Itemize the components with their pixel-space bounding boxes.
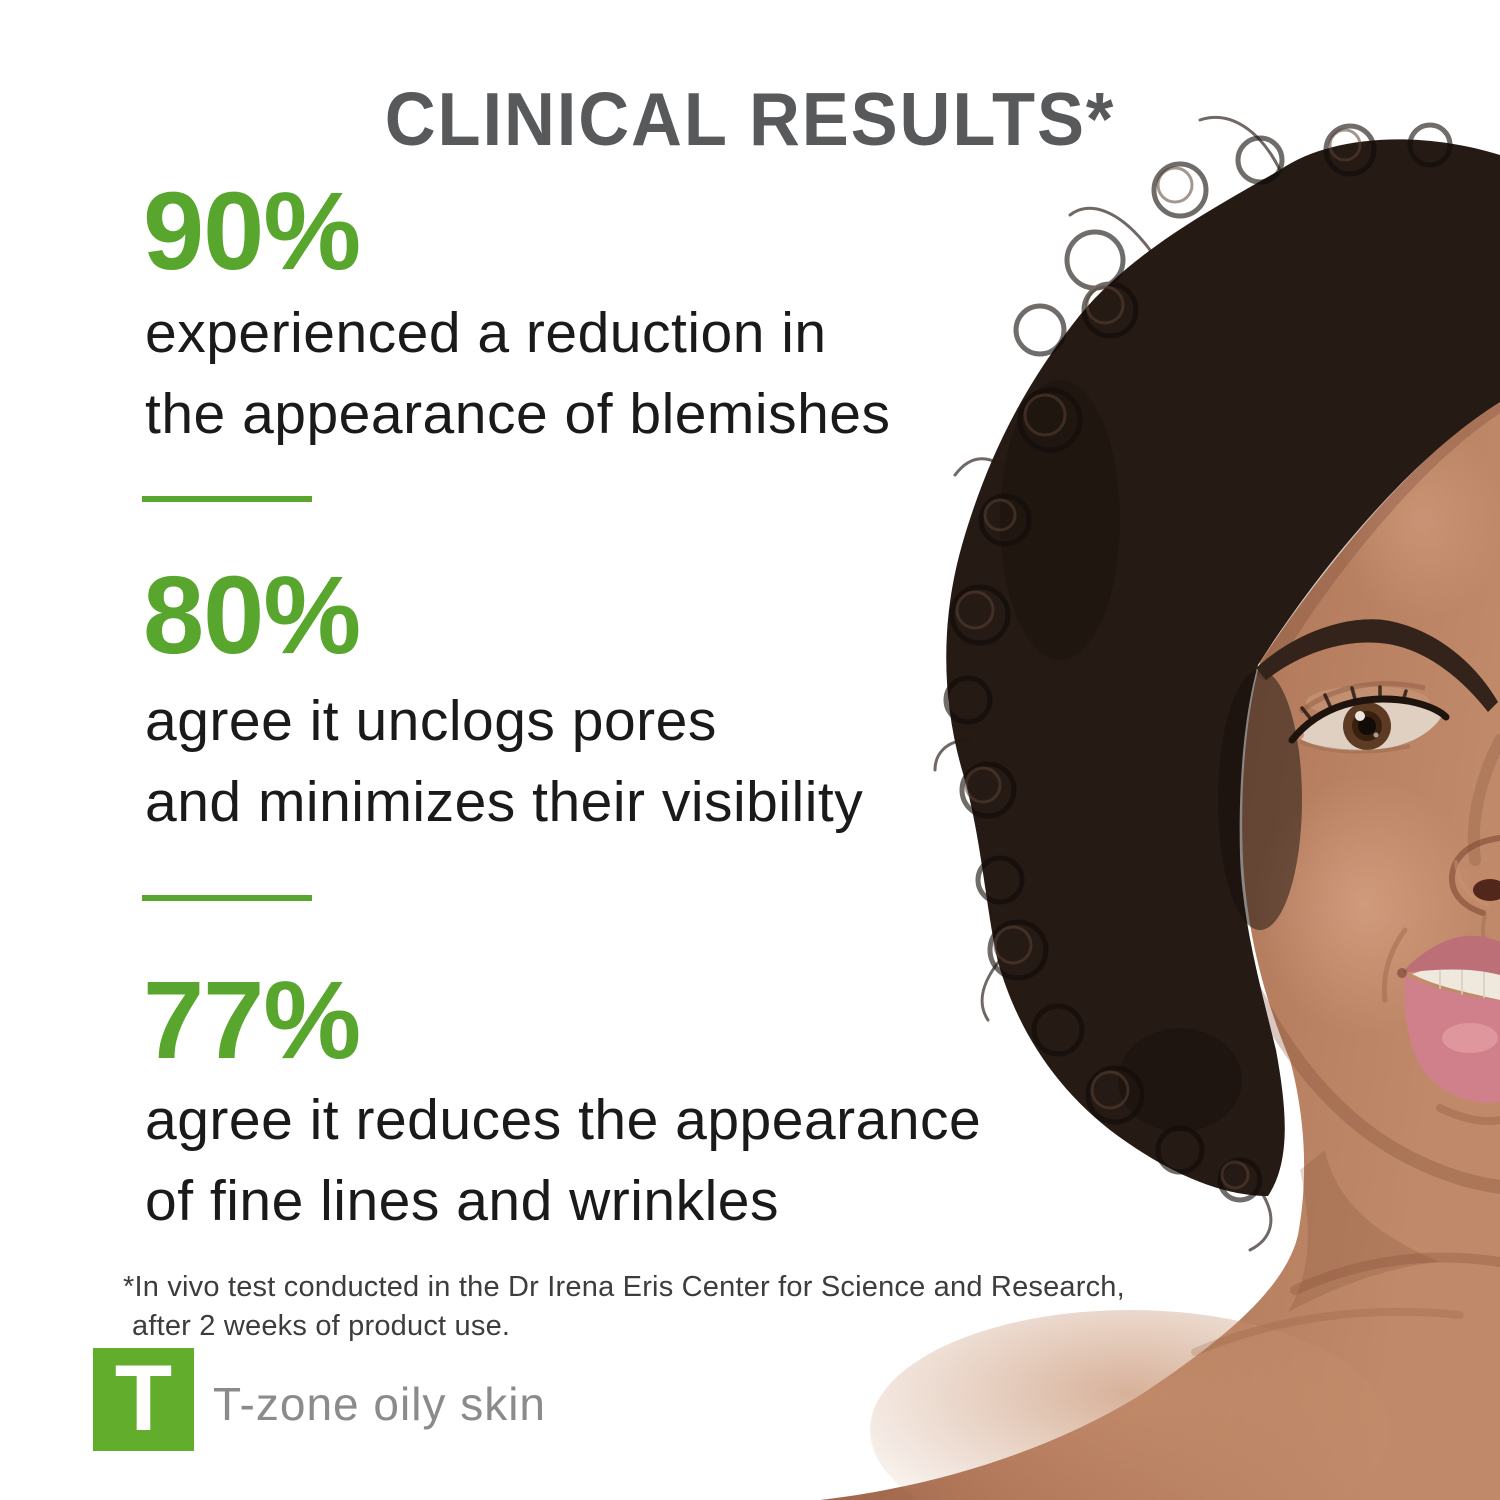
section-divider (142, 496, 312, 502)
eyelashes (1300, 685, 1408, 720)
stat-desc-line: agree it reduces the appearance (145, 1088, 982, 1152)
nose (1448, 734, 1500, 940)
eye (1288, 685, 1450, 754)
footnote: *In vivo test conducted in the Dr Irena … (123, 1268, 1125, 1346)
stat-desc-77: agree it reduces the appearance of fine … (145, 1080, 981, 1242)
stat-desc-line: the appearance of blemishes (145, 381, 891, 446)
model-photo (820, 115, 1500, 1500)
eyebrow (1256, 619, 1498, 712)
hair-wisps (933, 115, 1282, 1252)
stat-desc-line: experienced a reduction in (145, 301, 827, 365)
stat-desc-line: and minimizes their visibility (145, 769, 864, 834)
skin-type-label: T-zone oily skin (213, 1378, 547, 1430)
lips (1397, 935, 1500, 1126)
hair-highlights (955, 128, 1362, 1190)
stat-value-90: 90% (143, 170, 361, 293)
stat-desc-line: of fine lines and wrinkles (145, 1168, 779, 1233)
stat-desc-line: agree it unclogs pores (145, 689, 717, 753)
skin-shape (820, 400, 1500, 1500)
footnote-line: *In vivo test conducted in the Dr Irena … (123, 1271, 1125, 1303)
stat-desc-90: experienced a reduction in the appearanc… (145, 293, 890, 455)
footnote-line: after 2 weeks of product use. (132, 1310, 511, 1343)
stat-value-80: 80% (143, 554, 361, 677)
stat-desc-80: agree it unclogs pores and minimizes the… (145, 681, 863, 843)
t-zone-icon: T (93, 1348, 194, 1451)
stat-value-77: 77% (143, 959, 361, 1082)
hair-shape (946, 139, 1500, 1196)
t-zone-icon-letter: T (114, 1345, 173, 1450)
page-title: CLINICAL RESULTS* (384, 77, 1116, 161)
hair-curls (943, 122, 1453, 1203)
section-divider (142, 895, 312, 901)
